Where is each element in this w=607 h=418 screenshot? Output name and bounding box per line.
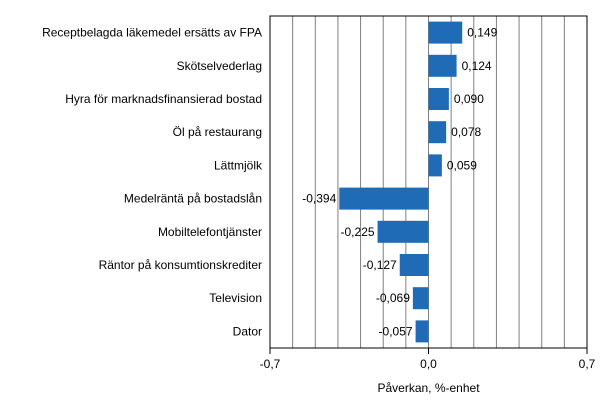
bar — [428, 88, 449, 110]
category-label: Räntor på konsumtionskrediter — [99, 258, 262, 272]
x-axis-label: Påverkan, %-enhet — [377, 381, 480, 395]
bar — [428, 54, 457, 77]
category-label: Hyra för marknadsfinansierad bostad — [65, 92, 262, 106]
category-label: Öl på restaurang — [173, 125, 262, 139]
category-labels: Receptbelagda läkemedel ersätts av FPA Sk… — [42, 26, 263, 339]
bar — [428, 154, 442, 177]
value-label: -0,057 — [379, 324, 413, 338]
category-label: Lättmjölk — [214, 158, 263, 172]
bar — [339, 187, 429, 210]
category-label: Dator — [233, 324, 262, 338]
bar — [377, 220, 429, 243]
value-label: -0,225 — [341, 225, 375, 239]
value-label: 0,090 — [454, 92, 484, 106]
category-label: Mobiltelefontjänster — [158, 225, 262, 239]
value-label: -0,127 — [363, 258, 397, 272]
bar — [412, 287, 429, 310]
x-tick-label: 0,7 — [579, 357, 596, 371]
category-label: Skötselvederlag — [177, 59, 262, 73]
value-labels: 0,149 0,124 0,090 0,078 0,059 -0,394 -0,225 -0,… — [302, 26, 497, 339]
x-axis-ticks: -0,7 0,0 0,7 — [260, 348, 596, 371]
category-label: Medelräntä på bostadslån — [124, 192, 262, 206]
bar-series — [339, 21, 463, 343]
value-label: 0,059 — [447, 158, 477, 172]
bar — [428, 121, 447, 144]
value-label: -0,394 — [302, 192, 336, 206]
bar — [415, 320, 429, 343]
value-label: -0,069 — [376, 291, 410, 305]
x-tick-label: -0,7 — [260, 357, 281, 371]
value-label: 0,078 — [451, 125, 481, 139]
category-label: Receptbelagda läkemedel ersätts av FPA — [42, 26, 262, 40]
value-label: 0,149 — [467, 26, 497, 40]
bar — [399, 254, 429, 276]
value-label: 0,124 — [462, 59, 492, 73]
x-tick-label: 0,0 — [420, 357, 437, 371]
gridlines — [292, 16, 565, 348]
bar — [428, 21, 463, 44]
category-label: Television — [209, 291, 262, 305]
